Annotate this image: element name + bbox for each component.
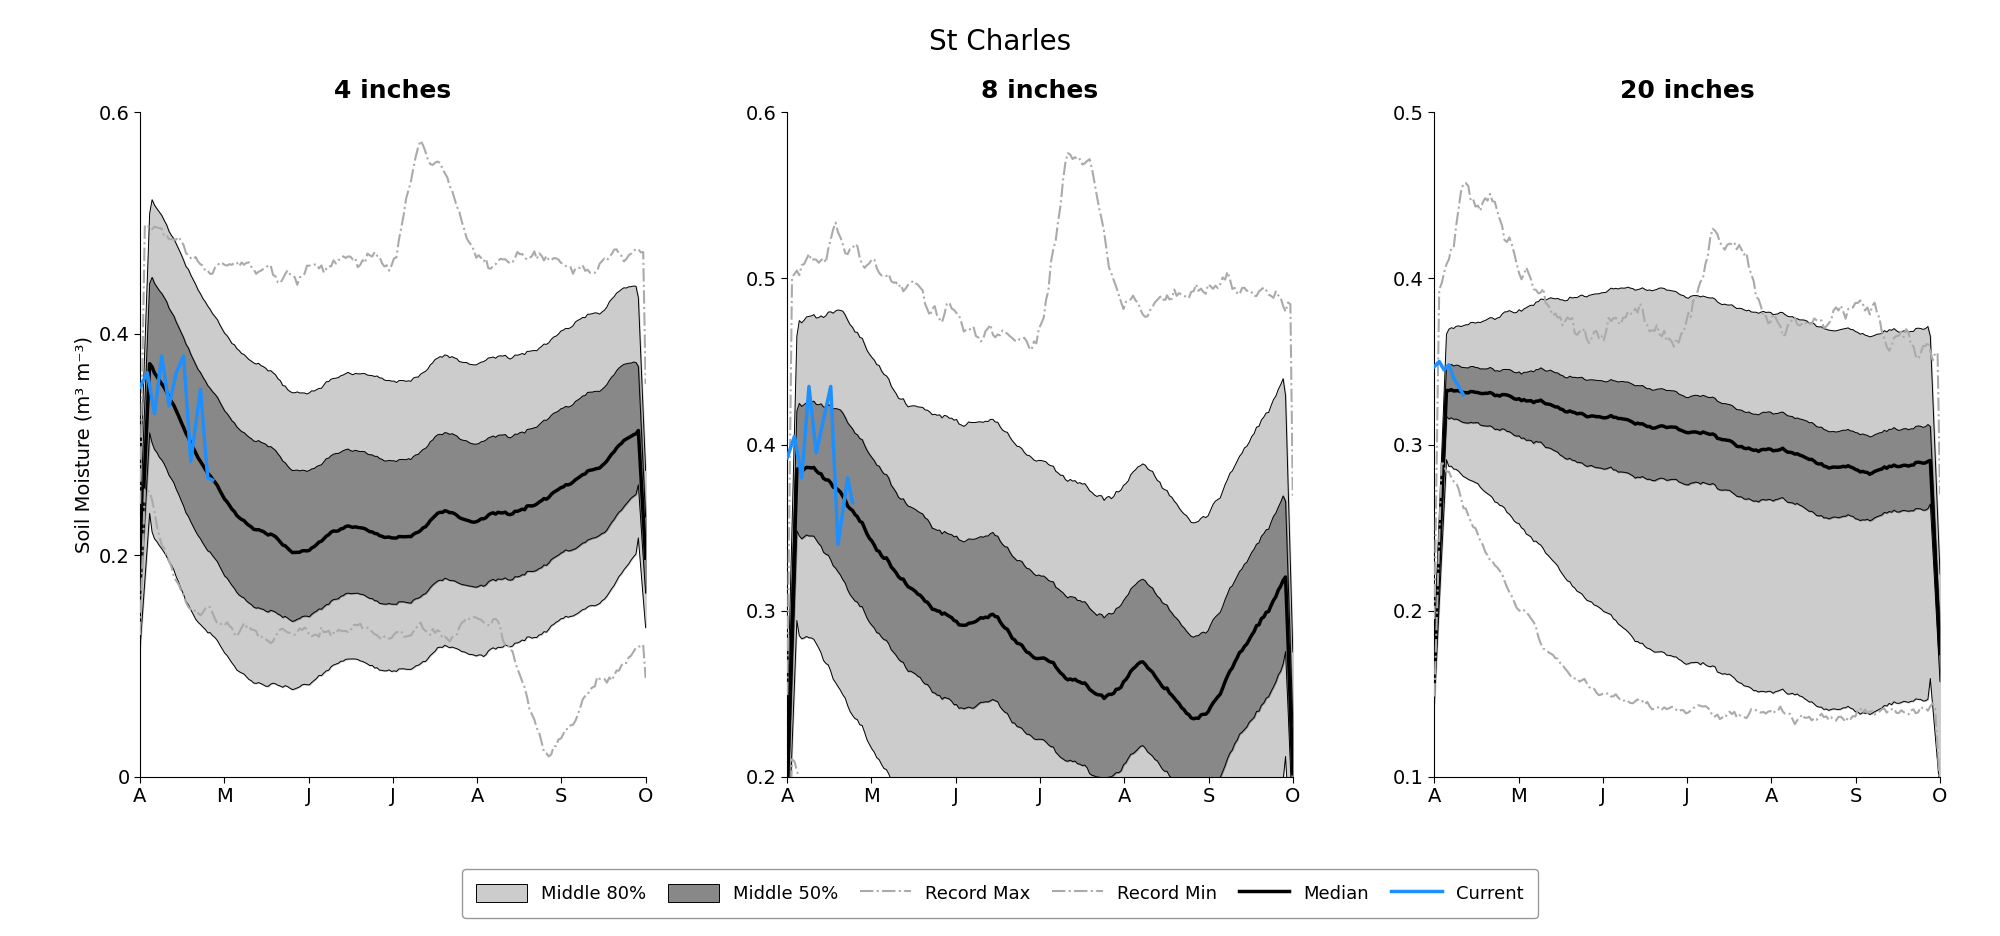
Title: 20 inches: 20 inches bbox=[1620, 80, 1754, 104]
Legend: Middle 80%, Middle 50%, Record Max, Record Min, Median, Current: Middle 80%, Middle 50%, Record Max, Reco… bbox=[462, 870, 1538, 917]
Y-axis label: Soil Moisture (m³ m⁻³): Soil Moisture (m³ m⁻³) bbox=[74, 336, 94, 553]
Title: 4 inches: 4 inches bbox=[334, 80, 452, 104]
Title: 8 inches: 8 inches bbox=[982, 80, 1098, 104]
Text: St Charles: St Charles bbox=[928, 28, 1072, 56]
